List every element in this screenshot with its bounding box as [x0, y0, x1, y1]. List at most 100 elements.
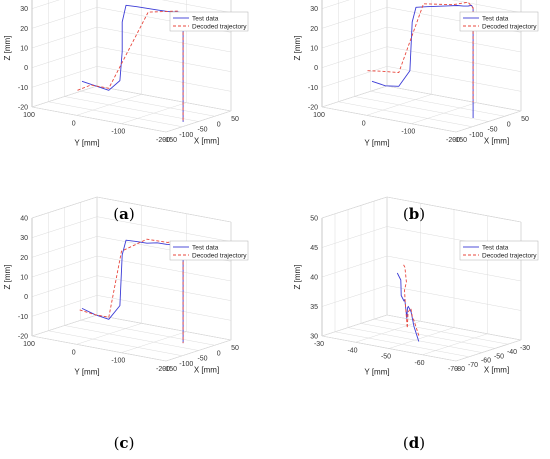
panel-d: -80-70-60-50-40-30-30-40-50-60-703035404…: [293, 196, 539, 377]
y-tick-1: 0: [72, 120, 76, 127]
x-tick-4: -40: [507, 349, 517, 356]
legend-label-test-data: Test data: [482, 244, 509, 251]
y-tick-1: -40: [347, 347, 357, 354]
grid-x-floor: [338, 101, 473, 127]
grid-y-floor: [165, 339, 232, 362]
x-axis-label: X [mm]: [194, 137, 219, 146]
z-tick-1: -10: [18, 314, 28, 321]
z-tick-6: 40: [20, 216, 28, 223]
z-tick-0: -20: [18, 105, 28, 112]
y-tick-0: -30: [314, 341, 324, 348]
grid-z-side: [386, 46, 522, 72]
grid-z-back: [321, 46, 388, 68]
y-tick-1: 0: [362, 120, 366, 127]
legend-box: [169, 240, 249, 261]
grid-z-side: [96, 85, 232, 112]
z-tick-5: 30: [20, 235, 28, 242]
grid-y-floor: [76, 94, 142, 116]
z-tick-0: -20: [18, 334, 28, 341]
caption-c: (c): [114, 434, 135, 452]
y-tick-2: -100: [111, 358, 125, 365]
grid-y-floor: [76, 323, 142, 345]
grid-z-side: [96, 275, 232, 301]
z-tick-4: 50: [310, 216, 318, 223]
grid-z-back: [31, 196, 98, 219]
series-decoded-trajectory: [79, 238, 184, 344]
y-axis-label: Y [mm]: [364, 368, 389, 377]
grid-z-side: [386, 314, 522, 341]
z-tick-4: 20: [20, 255, 28, 262]
grid-z-back: [321, 314, 388, 337]
grid-x-floor: [80, 320, 215, 346]
y-tick-4: -70: [448, 366, 458, 373]
grid-x-floor: [370, 91, 505, 117]
y-tick-3: -200: [156, 366, 170, 373]
grid-z-back: [31, 295, 98, 317]
grid-y-floor: [355, 321, 421, 343]
x-axis-label: X [mm]: [484, 366, 509, 375]
grid-x-floor: [31, 106, 167, 133]
y-axis-label: Y [mm]: [74, 139, 99, 148]
grid-x-floor: [321, 106, 457, 133]
series-decoded-trajectory: [403, 264, 420, 336]
x-tick-2: -50: [487, 127, 497, 134]
legend-label-decoded-trajectory: Decoded trajectory: [482, 252, 537, 259]
grid-x-floor: [354, 96, 489, 122]
caption-d: (d): [403, 434, 425, 452]
grid-z-side: [451, 0, 522, 13]
grid-z-side: [386, 85, 522, 112]
z-axis-label: Z [mm]: [3, 265, 12, 290]
legend-label-test-data: Test data: [482, 15, 509, 22]
grid-y-floor: [411, 102, 477, 124]
grid-z-side: [96, 196, 232, 223]
grid-z-back: [321, 226, 388, 248]
x-tick-3: 0: [217, 121, 221, 128]
x-tick-0: -150: [163, 366, 177, 373]
x-tick-0: -150: [163, 137, 177, 144]
z-tick-3: 10: [310, 46, 318, 53]
z-tick-2: 0: [314, 65, 318, 72]
grid-z-side: [96, 46, 232, 72]
grid-z-back: [31, 26, 98, 49]
grid-z-back: [31, 7, 98, 29]
grid-y-floor: [165, 110, 232, 133]
x-axis-label: X [mm]: [484, 137, 509, 146]
legend-label-decoded-trajectory: Decoded trajectory: [192, 252, 247, 259]
x-tick-0: -80: [455, 366, 465, 373]
y-axis-label: Y [mm]: [74, 368, 99, 377]
grid-z-back: [321, 0, 350, 9]
x-tick-1: -100: [179, 132, 193, 139]
series-decoded-trajectory: [367, 1, 474, 103]
z-tick-5: 30: [310, 6, 318, 13]
x-tick-3: 0: [217, 350, 221, 357]
legend-box: [459, 240, 539, 261]
x-tick-0: -150: [453, 137, 467, 144]
grid-z-back: [31, 275, 98, 297]
z-tick-1: -10: [18, 85, 28, 92]
x-tick-3: -50: [494, 353, 504, 360]
grid-z-side: [386, 255, 522, 282]
grid-y-floor: [455, 339, 522, 362]
z-tick-3: 10: [20, 46, 28, 53]
grid-z-back: [31, 216, 98, 238]
x-tick-4: 50: [521, 116, 529, 123]
grid-z-side: [161, 0, 232, 13]
grid-x-floor: [64, 96, 199, 122]
grid-y-floor: [388, 327, 455, 349]
x-tick-4: 50: [231, 345, 239, 352]
grid-z-side: [96, 314, 232, 341]
y-tick-2: -50: [381, 354, 391, 361]
grid-x-floor: [48, 101, 183, 127]
grid-z-side: [96, 216, 232, 242]
x-tick-1: -100: [179, 361, 193, 368]
z-tick-5: 30: [20, 6, 28, 13]
grid-z-back: [31, 236, 98, 258]
x-tick-2: -50: [197, 127, 207, 134]
x-tick-3: 0: [507, 121, 511, 128]
legend-label-decoded-trajectory: Decoded trajectory: [482, 23, 537, 30]
captions: (a) (b) (c) (d): [113, 205, 425, 452]
z-tick-1: -10: [308, 85, 318, 92]
panel-c: -150-100-500501000-100-200-20-1001020304…: [3, 196, 249, 377]
series-test-data: [81, 4, 184, 122]
